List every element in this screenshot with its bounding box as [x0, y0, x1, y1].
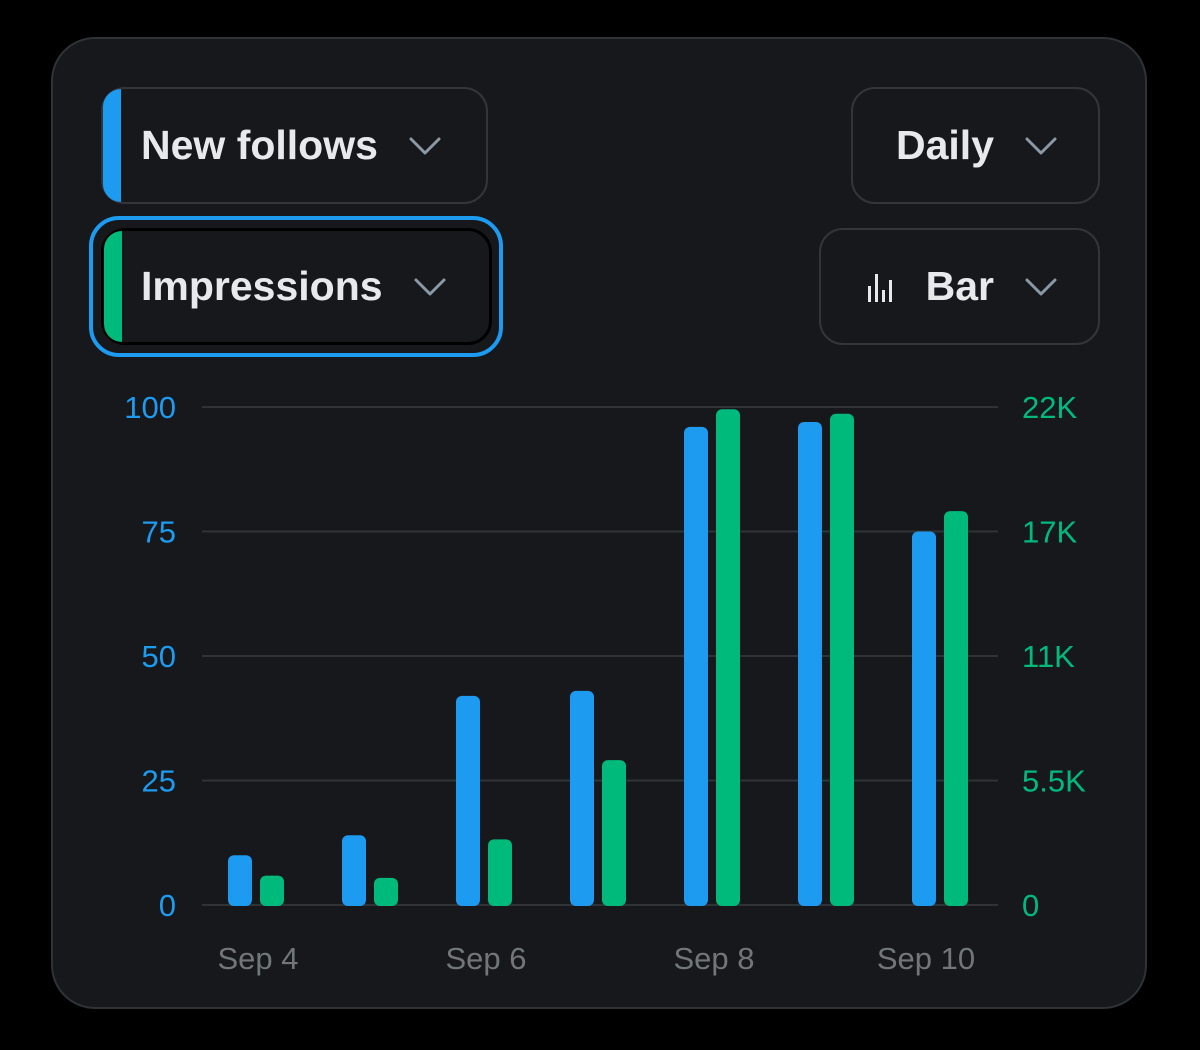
x-tick-label: Sep 8 [673, 941, 754, 976]
metric-secondary-label: Impressions [141, 263, 383, 309]
chart-type-label: Bar [925, 263, 994, 309]
bar-new-follows [342, 835, 366, 906]
y-left-tick-label: 50 [142, 639, 176, 674]
bar-impressions [602, 760, 626, 906]
y-left-tick-label: 75 [142, 515, 176, 550]
period-label: Daily [896, 122, 994, 168]
chevron-down-icon [413, 277, 447, 297]
metric-secondary-dropdown[interactable]: Impressions [101, 228, 492, 345]
bar-impressions [944, 511, 968, 906]
bar-new-follows [228, 855, 252, 906]
bar-chart-icon [866, 272, 898, 302]
bar-new-follows [456, 695, 480, 906]
chevron-down-icon [1024, 277, 1058, 297]
y-right-tick-label: 22K [1022, 390, 1077, 425]
bar-new-follows [798, 421, 822, 906]
y-left-tick-label: 0 [159, 888, 176, 923]
period-dropdown[interactable]: Daily [851, 87, 1100, 204]
bar-new-follows [912, 531, 936, 906]
metric-secondary-color-swatch [104, 231, 122, 342]
y-right-tick-label: 17K [1022, 515, 1077, 550]
x-tick-label: Sep 10 [877, 941, 975, 976]
chart-type-dropdown[interactable]: Bar [819, 228, 1100, 345]
metric-primary-color-swatch [103, 89, 121, 202]
chevron-down-icon [408, 136, 442, 156]
x-tick-label: Sep 6 [445, 941, 526, 976]
y-right-tick-label: 0 [1022, 888, 1039, 923]
y-right-tick-label: 5.5K [1022, 764, 1086, 799]
bar-impressions [830, 413, 854, 906]
y-right-tick-label: 11K [1022, 639, 1075, 674]
metric-primary-label: New follows [141, 122, 378, 168]
focus-ring [89, 216, 503, 357]
bar-new-follows [684, 426, 708, 906]
chevron-down-icon [1024, 136, 1058, 156]
bar-impressions [716, 409, 740, 906]
bar-new-follows [570, 690, 594, 906]
bar-impressions [488, 839, 512, 906]
bar-impressions [260, 875, 284, 906]
y-left-tick-label: 100 [124, 390, 176, 425]
y-left-tick-label: 25 [142, 764, 176, 799]
bar-impressions [374, 877, 398, 906]
x-tick-label: Sep 4 [217, 941, 298, 976]
metric-primary-dropdown[interactable]: New follows [101, 87, 488, 204]
